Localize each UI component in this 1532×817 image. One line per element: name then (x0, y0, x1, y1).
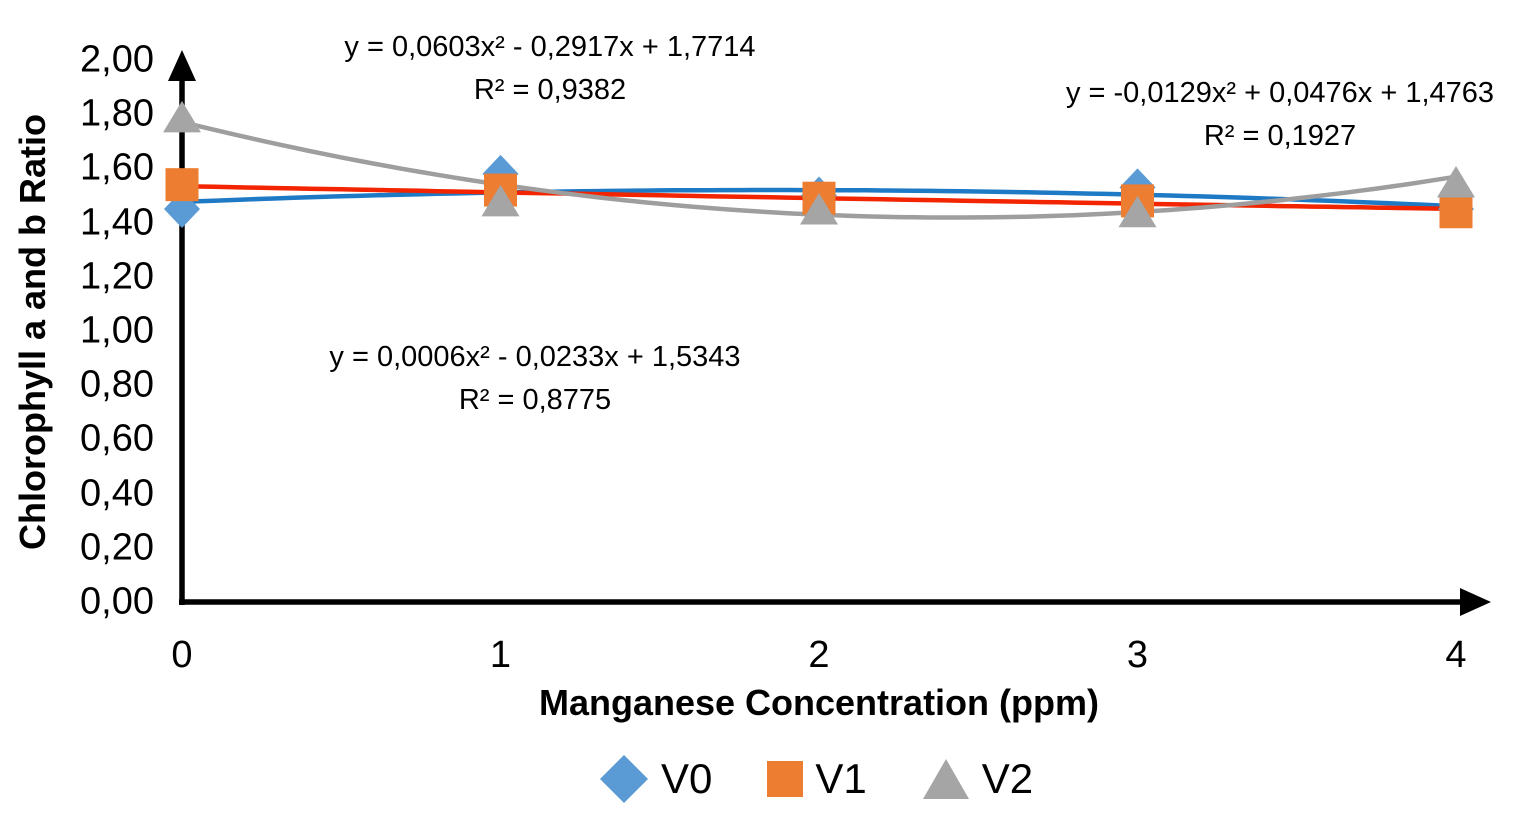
equation-text-v2: y = 0,0603x² - 0,2917x + 1,7714 (344, 31, 756, 63)
y-tick-label: 1,80 (80, 92, 154, 135)
legend-item-v2: V2 (921, 755, 1033, 803)
legend-label-v1: V1 (815, 755, 867, 802)
trendline-equation-v1: y = 0,0006x² - 0,0233x + 1,5343 R² = 0,8… (295, 336, 775, 422)
legend: V0 V1 V2 (598, 753, 1033, 805)
y-tick-label: 1,00 (80, 309, 154, 352)
y-tick-label: 1,60 (80, 146, 154, 189)
y-tick-label: 2,00 (80, 38, 154, 81)
r-squared-text-v1: R² = 0,8775 (458, 384, 612, 416)
equation-text-v1: y = 0,0006x² - 0,0233x + 1,5343 (329, 341, 741, 373)
square-icon (767, 761, 804, 797)
x-axis-arrow-icon (1460, 588, 1491, 616)
legend-label-v0: V0 (661, 755, 713, 802)
x-tick-label: 3 (1126, 634, 1149, 676)
y-tick-label: 0,80 (80, 363, 154, 406)
x-tick-label: 0 (171, 634, 193, 676)
legend-label-v2: V2 (981, 755, 1034, 802)
x-axis-title: Manganese Concentration (ppm) (538, 682, 1100, 723)
trendline-equation-v2: y = 0,0603x² - 0,2917x + 1,7714 R² = 0,9… (305, 26, 795, 112)
x-tick-label: 4 (1445, 634, 1467, 676)
marker-v2-x3 (1118, 195, 1157, 228)
y-tick-label: 1,20 (80, 255, 154, 298)
equation-text-v0: y = -0,0129x² + 0,0476x + 1,4763 (1065, 77, 1495, 109)
y-tick-label: 0,00 (80, 580, 154, 623)
x-tick-label: 2 (808, 634, 830, 676)
y-tick-label: 0,40 (80, 472, 154, 515)
legend-item-v1: V1 (766, 755, 867, 803)
trendline-equation-v0: y = -0,0129x² + 0,0476x + 1,4763 R² = 0,… (1030, 72, 1530, 158)
r-squared-text-v2: R² = 0,9382 (473, 74, 627, 106)
y-axis-arrow-icon (168, 50, 196, 81)
marker-v1-x0 (165, 168, 199, 202)
y-tick-label: 0,20 (80, 526, 154, 569)
legend-item-v0: V0 (598, 753, 712, 805)
y-tick-label: 1,40 (80, 201, 154, 244)
triangle-icon (922, 759, 969, 799)
diamond-icon (600, 755, 648, 803)
marker-v2-x2 (800, 193, 838, 225)
y-tick-label: 0,60 (80, 417, 154, 460)
marker-v1-x4 (1439, 195, 1473, 229)
marker-v2-x4 (1437, 165, 1475, 198)
x-tick-label: 1 (489, 634, 512, 676)
r-squared-text-v0: R² = 0,1927 (1203, 120, 1357, 152)
marker-v2-x1 (481, 184, 520, 217)
marker-v2-x0 (163, 100, 201, 133)
